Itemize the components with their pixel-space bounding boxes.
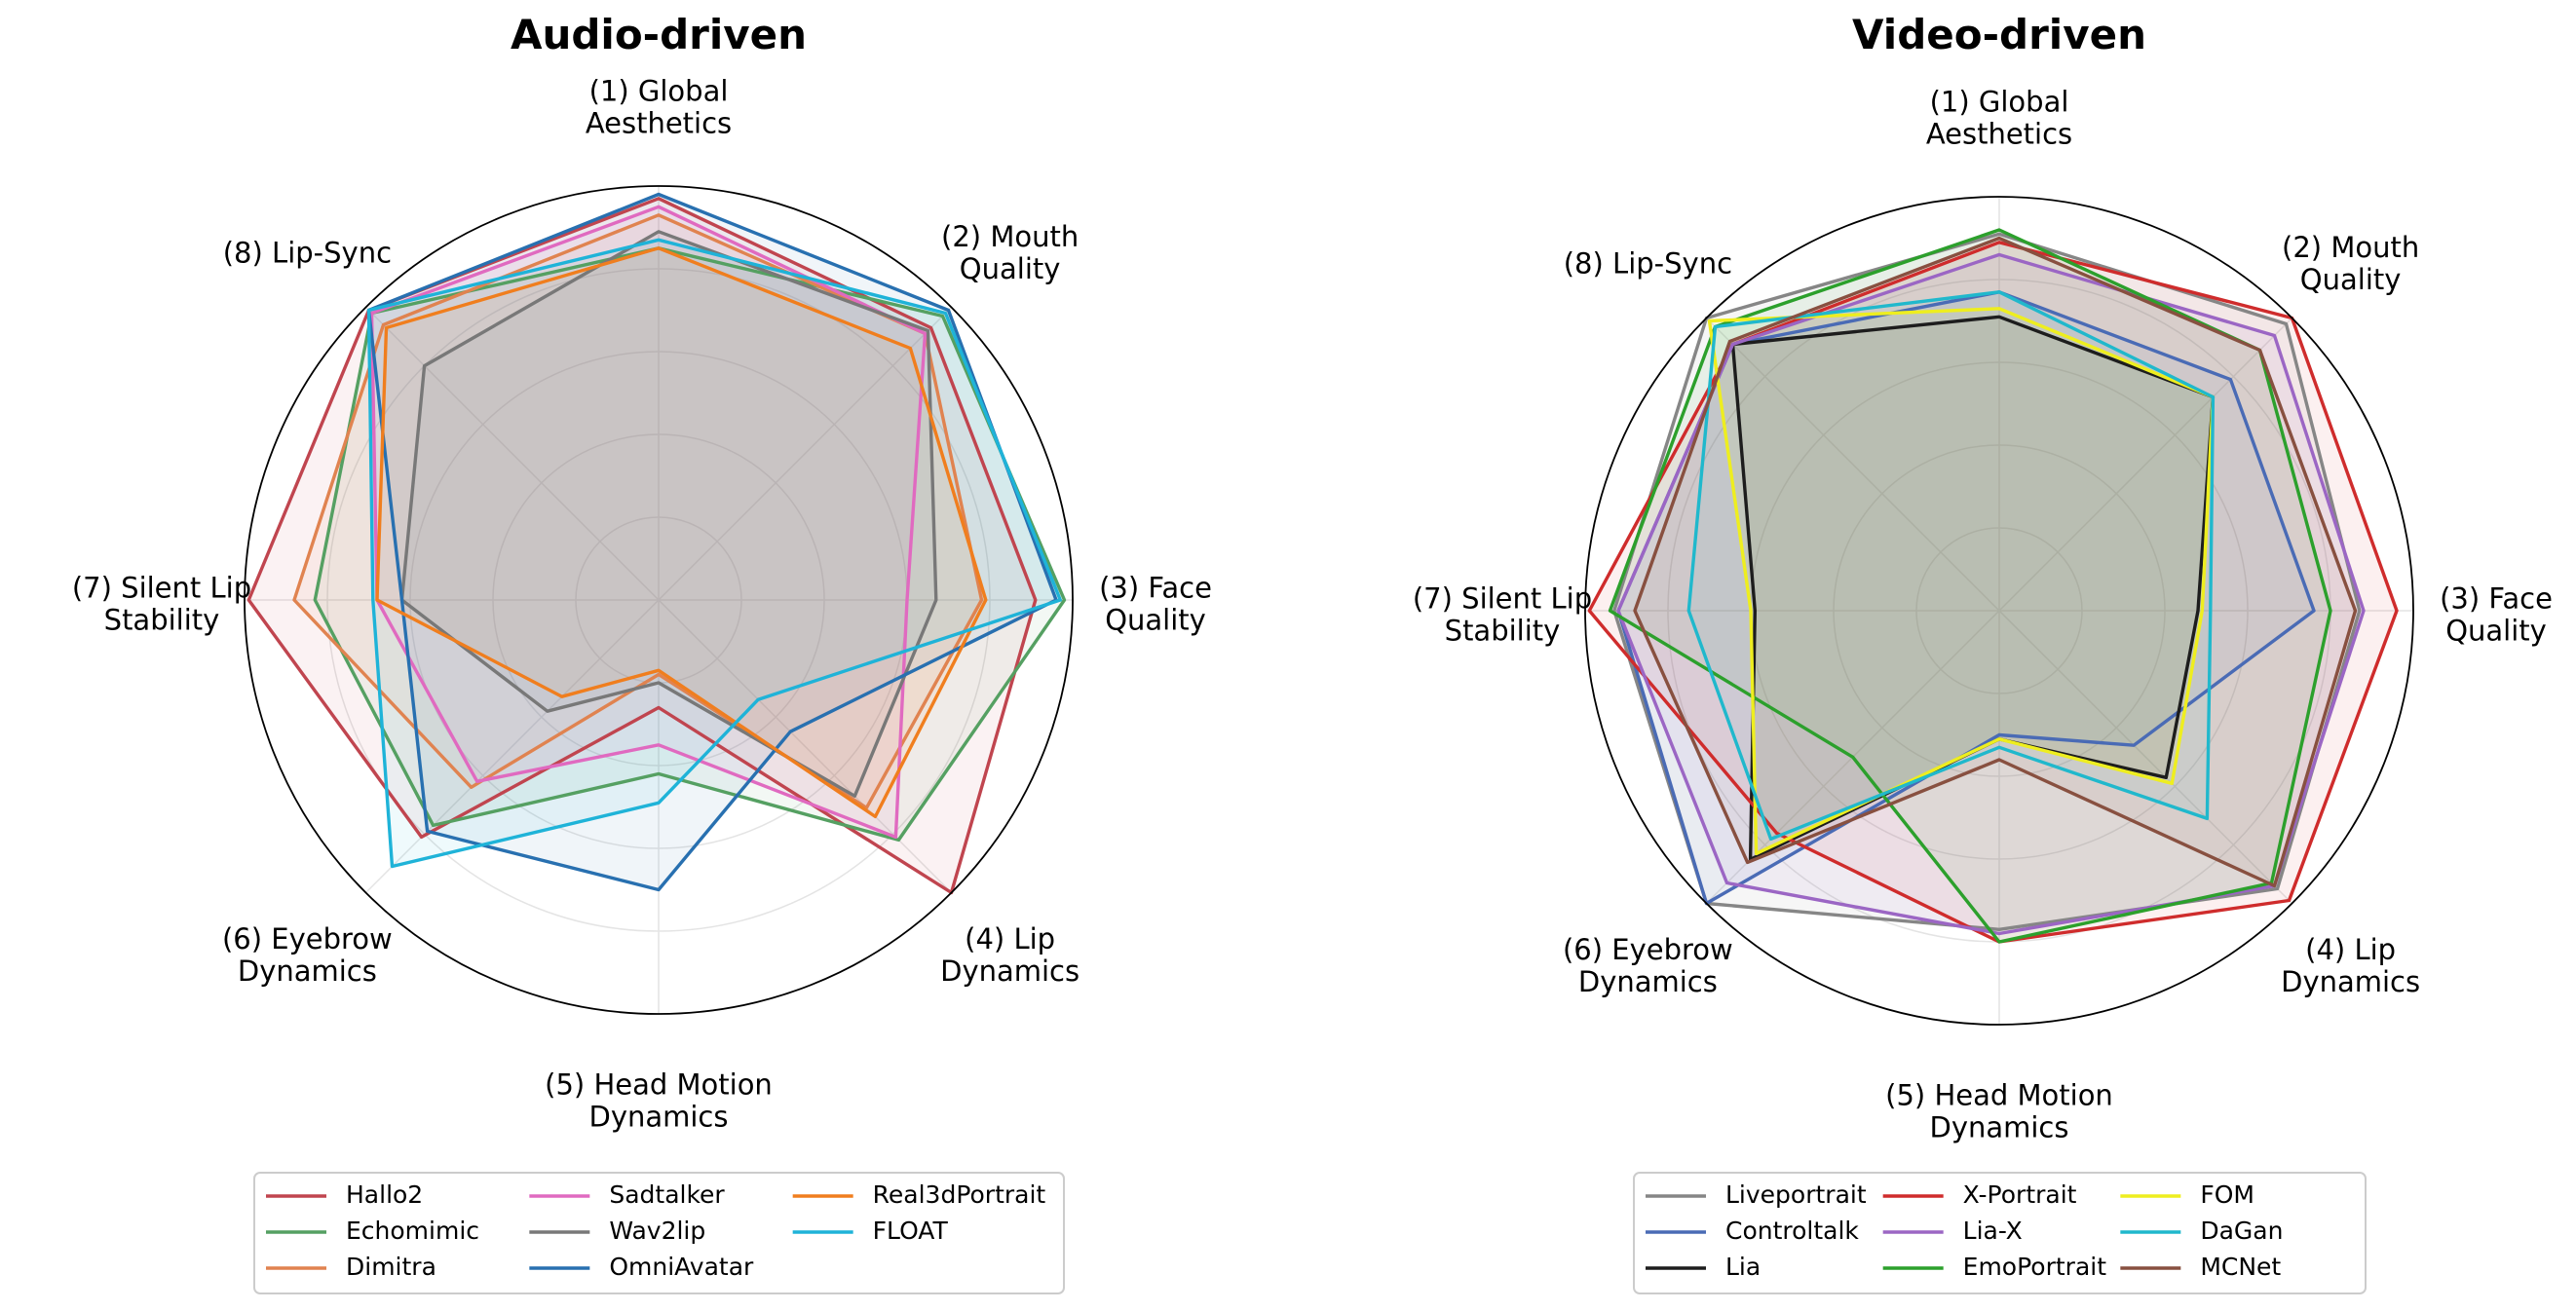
series-fill-lia	[1732, 317, 2214, 860]
series-line-mcnet	[1633, 236, 2358, 888]
legend: Liveportrait Controltalk Lia X-Portrait Lia-…	[1633, 1172, 2367, 1294]
axis-label-3: (3) Face Quality	[2440, 582, 2553, 648]
axis-label-4: (4) Lip Dynamics	[2281, 933, 2420, 998]
axis-label-2: (2) Mouth Quality	[2282, 231, 2419, 296]
legend-label: Controltalk	[1725, 1217, 1859, 1245]
series-fill-x-portrait	[1589, 242, 2397, 943]
legend-item-emoportrait: EmoPortrait	[1882, 1253, 2107, 1281]
axis-label-7: (7) Silent Lip Stability	[1413, 582, 1592, 648]
legend-label: Sadtalker	[609, 1180, 725, 1209]
series-fill-wav2lip	[401, 231, 936, 797]
radar-chart-audio-driven: Audio-driven (1) Global Aesthetics (2) Mout…	[72, 11, 1212, 1294]
series-fill-lia-x	[1618, 254, 2364, 934]
legend-item-lia-x: Lia-X	[1882, 1217, 2023, 1245]
legend-item-float: FLOAT	[792, 1217, 949, 1245]
series-fill-fom	[1709, 308, 2214, 854]
legend-item-lia: Lia	[1646, 1253, 1761, 1281]
series-line-dimitra	[292, 213, 984, 810]
series-line-sadtalker	[369, 205, 928, 840]
legend-item-dimitra: Dimitra	[266, 1253, 436, 1281]
axis-label-6: (6) Eyebrow Dynamics	[222, 922, 393, 988]
grid-spoke	[1998, 610, 2293, 905]
series-fill-hallo2	[248, 198, 1036, 893]
radar-outer-ring	[244, 185, 1074, 1015]
legend-item-mcnet: MCNet	[2120, 1253, 2281, 1281]
series-line-liveportrait	[1612, 232, 2362, 931]
radar-outer-ring	[1584, 196, 2414, 1026]
legend-label: FOM	[2200, 1180, 2254, 1209]
axis-label-1: (1) Global Aesthetics	[586, 75, 732, 140]
legend-frame	[1633, 1172, 2367, 1294]
chart-title: Audio-driven	[511, 11, 807, 58]
legend-label: MCNet	[2200, 1253, 2281, 1281]
series-line-float	[366, 238, 1063, 869]
series-fill-echomimic	[315, 247, 1065, 841]
grid-spoke	[1998, 317, 2293, 612]
axis-label-8: (8) Lip-Sync	[223, 236, 392, 269]
legend-item-liveportrait: Liveportrait	[1646, 1180, 1867, 1209]
series-fill-emoportrait	[1610, 230, 2330, 942]
legend-label: FLOAT	[873, 1217, 949, 1245]
series-line-hallo2	[246, 197, 1038, 895]
legend-label: X-Portrait	[1963, 1180, 2077, 1209]
series-fill-controltalk	[1618, 291, 2314, 904]
legend-label: Dimitra	[346, 1253, 436, 1281]
series-line-fom	[1707, 307, 2216, 856]
legend-item-hallo2: Hallo2	[266, 1180, 423, 1209]
series-line-dagan	[1686, 290, 2216, 842]
legend-label: OmniAvatar	[609, 1253, 754, 1281]
axis-label-2: (2) Mouth Quality	[941, 220, 1079, 285]
legend-item-controltalk: Controltalk	[1646, 1217, 1859, 1245]
series-fill-sadtalker	[371, 206, 926, 838]
axis-label-3: (3) Face Quality	[1099, 572, 1212, 637]
grid-spoke	[364, 306, 660, 601]
series-line-real3dportrait	[375, 246, 988, 819]
series-fill-omniavatar	[368, 194, 1056, 890]
legend-label: Liveportrait	[1725, 1180, 1867, 1209]
axis-label-7: (7) Silent Lip Stability	[72, 572, 251, 637]
series-line-lia-x	[1616, 252, 2366, 936]
series-fill-liveportrait	[1613, 234, 2360, 930]
grid-spoke	[1705, 317, 2000, 612]
series-group	[1587, 228, 2399, 944]
legend-label: Lia	[1725, 1253, 1761, 1281]
legend-label: Wav2lip	[609, 1217, 705, 1245]
legend-item-wav2lip: Wav2lip	[529, 1217, 705, 1245]
radar-chart-video-driven: Video-driven (1) Global Aesthetics (2) Mout…	[1413, 11, 2553, 1294]
axis-label-8: (8) Lip-Sync	[1564, 246, 1732, 280]
axis-label-5: (5) Head Motion Dynamics	[1885, 1079, 2113, 1144]
legend-label: EmoPortrait	[1963, 1253, 2107, 1281]
legend-label: Lia-X	[1963, 1217, 2023, 1245]
series-fill-dagan	[1688, 291, 2214, 840]
axis-label-1: (1) Global Aesthetics	[1926, 86, 2072, 151]
series-fill-dimitra	[294, 214, 982, 808]
legend-item-sadtalker: Sadtalker	[529, 1180, 725, 1209]
axis-label-4: (4) Lip Dynamics	[940, 922, 1080, 988]
series-fill-float	[368, 240, 1061, 867]
radar-grid	[245, 186, 1073, 1014]
series-group	[246, 192, 1067, 895]
legend-item-real3dportrait: Real3dPortrait	[792, 1180, 1046, 1209]
legend-item-echomimic: Echomimic	[266, 1217, 479, 1245]
legend-item-x-portrait: X-Portrait	[1882, 1180, 2077, 1209]
chart-title: Video-driven	[1852, 11, 2146, 58]
series-line-emoportrait	[1608, 228, 2332, 944]
grid-spoke	[658, 306, 953, 601]
legend-item-dagan: DaGan	[2120, 1217, 2283, 1245]
legend-item-omniavatar: OmniAvatar	[529, 1253, 754, 1281]
legend-frame	[253, 1172, 1065, 1294]
legend-label: Real3dPortrait	[873, 1180, 1046, 1209]
axis-label-6: (6) Eyebrow Dynamics	[1563, 933, 1733, 998]
legend-label: Hallo2	[346, 1180, 423, 1209]
legend-label: DaGan	[2200, 1217, 2283, 1245]
grid-spoke	[658, 599, 953, 894]
axis-label-5: (5) Head Motion Dynamics	[545, 1068, 773, 1134]
grid-spoke	[364, 599, 660, 894]
legend-label: Echomimic	[346, 1217, 479, 1245]
legend-item-fom: FOM	[2120, 1180, 2254, 1209]
legend: Hallo2 Echomimic Dimitra Sadtalker Wav2lip Om…	[253, 1172, 1065, 1294]
